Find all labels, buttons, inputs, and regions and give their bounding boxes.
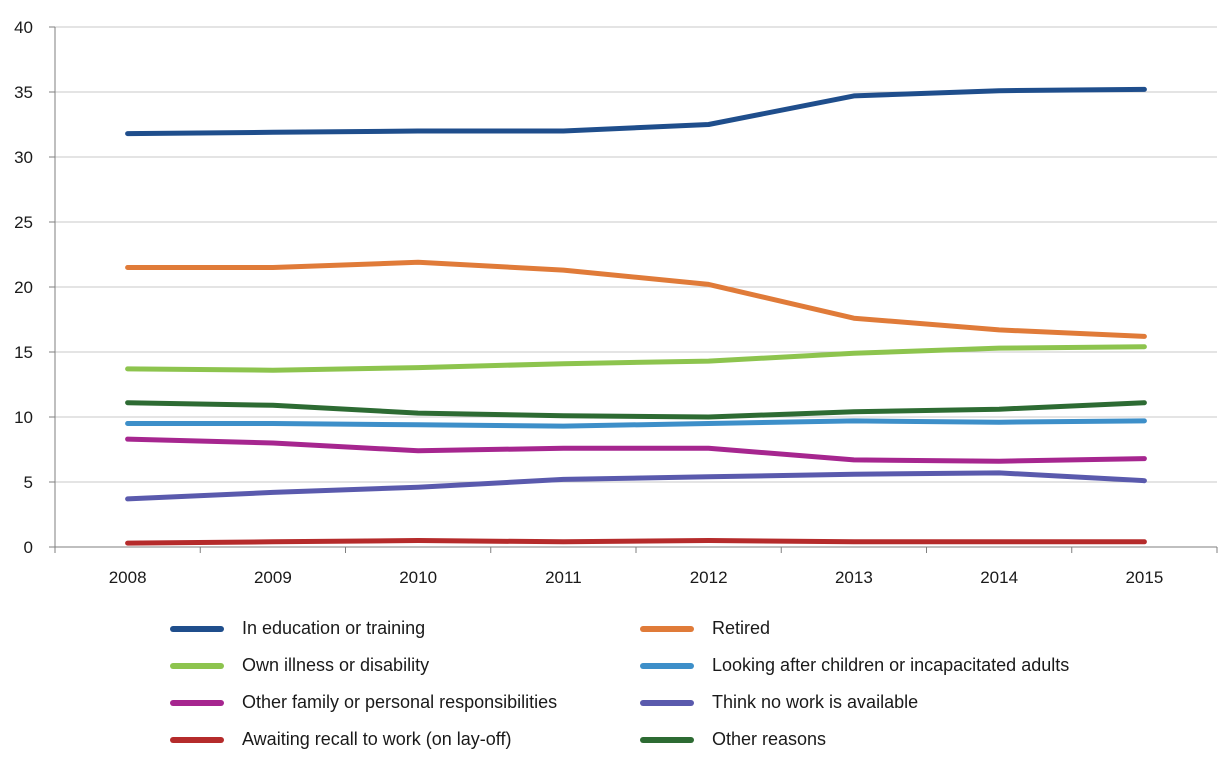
legend-swatch — [170, 625, 224, 632]
legend-item: Own illness or disability — [170, 647, 640, 684]
x-tick-label: 2013 — [835, 568, 873, 587]
line-chart: 0 5 10 15 20 25 30 35 40 2008 2009 2010 2011 2012 2013… — [14, 18, 1218, 587]
y-tick-label: 20 — [14, 278, 33, 297]
x-tick-label: 2010 — [399, 568, 437, 587]
y-tick-label: 15 — [14, 343, 33, 362]
series-line-6 — [125, 470, 1147, 502]
legend-label: Other reasons — [712, 729, 827, 749]
y-tick-label: 30 — [14, 148, 33, 167]
legend-swatch — [170, 736, 224, 743]
y-tick-label: 10 — [14, 408, 33, 427]
x-tick-label: 2012 — [690, 568, 728, 587]
y-tick-label: 0 — [24, 538, 33, 557]
legend-item: Looking after children or incapacitated … — [640, 647, 1110, 684]
legend-item: Awaiting recall to work (on lay-off) — [170, 721, 640, 758]
legend-swatch — [640, 662, 694, 669]
legend-swatch — [640, 625, 694, 632]
legend-label: Awaiting recall to work (on lay-off) — [242, 729, 512, 749]
legend-swatch — [640, 699, 694, 706]
legend-item: In education or training — [170, 610, 640, 647]
series-line-3 — [125, 344, 1147, 373]
x-tick-label: 2014 — [980, 568, 1018, 587]
legend-item: Other reasons — [640, 721, 1110, 758]
series-line-7 — [125, 538, 1147, 546]
x-tick-label: 2008 — [109, 568, 147, 587]
series-line-2 — [125, 259, 1147, 339]
x-tick-label: 2015 — [1125, 568, 1163, 587]
legend-swatch — [640, 736, 694, 743]
y-tick-label: 35 — [14, 83, 33, 102]
legend-swatch — [170, 699, 224, 706]
legend-item: Other family or personal responsibilitie… — [170, 684, 640, 721]
x-tick-label: 2011 — [545, 568, 582, 587]
legend-label: Own illness or disability — [242, 655, 430, 675]
y-tick-label: 5 — [24, 473, 33, 492]
series-line-1 — [125, 86, 1147, 137]
legend-label: Looking after children or incapacitated … — [712, 655, 1070, 675]
legend-label: In education or training — [242, 618, 426, 638]
y-tick-label: 25 — [14, 213, 33, 232]
legend-label: Retired — [712, 618, 771, 638]
legend-swatch — [170, 662, 224, 669]
chart-legend: In education or training Retired Own illne… — [170, 610, 1170, 758]
legend-label: Think no work is available — [712, 692, 919, 712]
y-tick-label: 40 — [14, 18, 33, 37]
series-line-5 — [125, 436, 1147, 464]
series-line-4 — [125, 418, 1147, 429]
series-line-8 — [125, 400, 1147, 420]
legend-item: Retired — [640, 610, 1110, 647]
legend-label: Other family or personal responsibilitie… — [242, 692, 558, 712]
legend-item: Think no work is available — [640, 684, 1110, 721]
x-tick-label: 2009 — [254, 568, 292, 587]
